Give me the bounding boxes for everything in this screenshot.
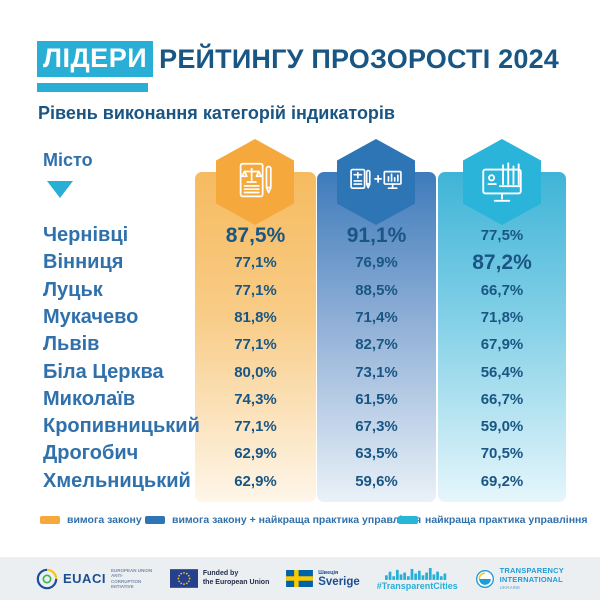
legend-item-law: вимога закону bbox=[40, 514, 142, 526]
table-row: Миколаїв 74,3% 61,5% 66,7% bbox=[0, 386, 600, 413]
sweden-flag-icon bbox=[286, 570, 314, 587]
title-highlight: ЛІДЕРИ bbox=[37, 41, 154, 77]
city-name: Дрогобич bbox=[43, 442, 139, 464]
value-practice: 66,7% bbox=[480, 391, 524, 408]
value-practice: 87,2% bbox=[472, 251, 532, 274]
column-law-plus-practice-background bbox=[317, 172, 436, 502]
value-law-practice: 67,3% bbox=[355, 418, 398, 435]
city-skyline-icon bbox=[385, 567, 447, 580]
value-practice: 56,4% bbox=[480, 364, 524, 381]
value-law-practice: 59,6% bbox=[355, 473, 398, 490]
euaci-mark-icon bbox=[36, 568, 58, 589]
sweden-logo: Швеція Sverige bbox=[286, 570, 360, 588]
value-law: 77,1% bbox=[234, 282, 277, 299]
legend-label: вимога закону bbox=[67, 514, 142, 526]
city-name: Львів bbox=[43, 333, 100, 355]
value-law-practice: 82,7% bbox=[355, 336, 398, 353]
value-practice: 70,5% bbox=[480, 445, 524, 462]
table-row: Вінниця 77,1% 76,9% 87,2% bbox=[0, 249, 600, 276]
city-name: Хмельницький bbox=[43, 470, 191, 492]
value-law: 74,3% bbox=[234, 391, 277, 408]
value-law: 80,0% bbox=[234, 364, 277, 381]
ti-country-label: UKRAINE bbox=[499, 584, 521, 590]
value-practice: 77,5% bbox=[480, 227, 524, 244]
value-law-practice: 88,5% bbox=[355, 282, 398, 299]
column-practice-background bbox=[438, 172, 566, 502]
subtitle: Рівень виконання категорій індикаторів bbox=[38, 103, 395, 123]
ti-mark-icon bbox=[475, 569, 494, 588]
table-row: Львів 77,1% 82,7% 67,9% bbox=[0, 331, 600, 358]
value-law-practice: 91,1% bbox=[346, 224, 407, 247]
monitor-chart-icon bbox=[482, 162, 522, 202]
value-law: 62,9% bbox=[234, 445, 277, 462]
value-law-practice: 73,1% bbox=[355, 364, 398, 381]
city-name: Чернівці bbox=[43, 224, 129, 246]
euaci-wordmark: EUACI bbox=[63, 571, 106, 586]
eu-flag-icon bbox=[169, 569, 198, 588]
city-name: Миколаїв bbox=[43, 388, 136, 410]
sweden-native-label: Швеція bbox=[318, 569, 339, 576]
column-law-background bbox=[195, 172, 316, 502]
document-plus-monitor-icon bbox=[350, 168, 402, 190]
scales-document-pen-icon bbox=[239, 162, 272, 198]
value-practice: 66,7% bbox=[480, 282, 524, 299]
euaci-logo: EUACI EUROPEAN UNION ANTI-CORRUPTION INI… bbox=[36, 568, 153, 590]
title-underline-bar bbox=[37, 83, 148, 92]
legend-label: найкраща практика управління bbox=[425, 514, 588, 526]
eu-funded-text-line2: the European Union bbox=[202, 578, 270, 586]
title-rest: РЕЙТИНГУ ПРОЗОРОСТІ 2024 bbox=[159, 43, 559, 74]
legend-item-law-plus-practice: вимога закону + найкраща практика управл… bbox=[145, 514, 421, 526]
value-practice: 69,2% bbox=[480, 473, 524, 490]
value-law-practice: 63,5% bbox=[355, 445, 398, 462]
value-law-practice: 61,5% bbox=[355, 391, 398, 408]
city-name: Луцьк bbox=[43, 279, 103, 301]
eu-funded-text-line1: Funded by bbox=[202, 569, 239, 577]
legend-swatch-orange bbox=[40, 516, 60, 524]
value-law: 77,1% bbox=[234, 418, 277, 435]
table-row: Біла Церква 80,0% 73,1% 56,4% bbox=[0, 359, 600, 386]
table-row: Луцьк 77,1% 88,5% 66,7% bbox=[0, 277, 600, 304]
value-practice: 59,0% bbox=[480, 418, 524, 435]
table-row: Дрогобич 62,9% 63,5% 70,5% bbox=[0, 440, 600, 467]
ti-wordmark-line2: INTERNATIONAL bbox=[499, 575, 563, 584]
ti-wordmark-line1: TRANSPARENCY bbox=[499, 566, 564, 576]
table-row: Мукачево 81,8% 71,4% 71,8% bbox=[0, 304, 600, 331]
value-law: 62,9% bbox=[234, 473, 277, 490]
table-row: Кропивницький 77,1% 67,3% 59,0% bbox=[0, 413, 600, 440]
sweden-wordmark: Sverige bbox=[318, 575, 360, 588]
transparency-international-logo: TRANSPARENCY INTERNATIONAL UKRAINE bbox=[475, 566, 564, 590]
eu-funded-logo: Funded by the European Union bbox=[169, 569, 270, 588]
value-practice: 67,9% bbox=[480, 336, 524, 353]
value-law-practice: 76,9% bbox=[355, 254, 398, 271]
city-column-header: Місто bbox=[43, 150, 93, 170]
value-law-practice: 71,4% bbox=[355, 309, 398, 326]
value-law: 77,1% bbox=[234, 254, 277, 271]
value-practice: 71,8% bbox=[480, 309, 524, 326]
table-row: Хмельницький 62,9% 59,6% 69,2% bbox=[0, 468, 600, 495]
city-name: Біла Церква bbox=[43, 361, 164, 383]
city-name: Кропивницький bbox=[43, 415, 200, 437]
transparent-cities-wordmark: #TransparentCities bbox=[376, 580, 458, 591]
euaci-subtext: EUROPEAN UNION ANTI-CORRUPTION INITIATIV… bbox=[110, 567, 153, 589]
transparent-cities-logo: #TransparentCities bbox=[377, 567, 458, 591]
value-law: 81,8% bbox=[234, 309, 277, 326]
legend-item-practice: найкраща практика управління bbox=[398, 514, 588, 526]
value-law: 87,5% bbox=[225, 224, 286, 247]
city-name: Вінниця bbox=[43, 251, 124, 273]
legend-swatch-cyan bbox=[398, 516, 418, 524]
legend-label: вимога закону + найкраща практика управл… bbox=[172, 514, 422, 526]
value-law: 77,1% bbox=[234, 336, 277, 353]
table-row: Чернівці 87,5% 91,1% 77,5% bbox=[0, 222, 600, 249]
sort-arrow-icon bbox=[47, 181, 73, 198]
footer-logo-strip: EUACI EUROPEAN UNION ANTI-CORRUPTION INI… bbox=[0, 557, 600, 600]
city-name: Мукачево bbox=[43, 306, 139, 328]
legend-swatch-blue bbox=[145, 516, 165, 524]
page-title: ЛІДЕРИ РЕЙТИНГУ ПРОЗОРОСТІ 2024 bbox=[37, 41, 559, 77]
